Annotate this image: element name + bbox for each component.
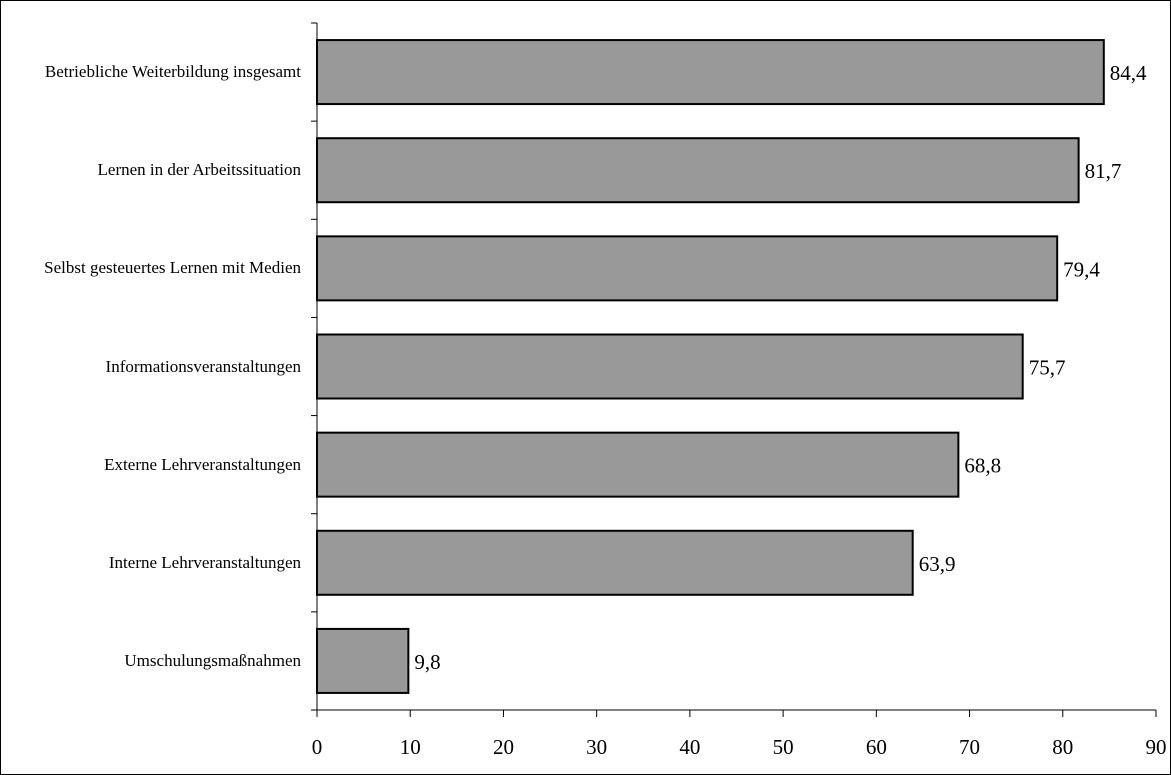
value-label: 81,7 bbox=[1085, 159, 1122, 183]
category-label: Interne Lehrveranstaltungen bbox=[108, 552, 301, 572]
bar bbox=[316, 627, 410, 694]
x-tick-label: 30 bbox=[586, 735, 607, 759]
value-label: 84,4 bbox=[1110, 61, 1147, 85]
x-tick-label: 20 bbox=[493, 735, 514, 759]
x-tick-label: 90 bbox=[1146, 735, 1167, 759]
category-label: Betriebliche Weiterbildung insgesamt bbox=[44, 62, 301, 82]
category-label: Informationsveranstaltungen bbox=[105, 356, 301, 376]
value-label: 63,9 bbox=[919, 552, 956, 576]
bar bbox=[316, 39, 1105, 106]
category-label: Lernen in der Arbeitssituation bbox=[97, 160, 301, 180]
value-label: 9,8 bbox=[414, 650, 440, 674]
x-tick-label: 70 bbox=[959, 735, 980, 759]
category-label: Selbst gesteuertes Lernen mit Medien bbox=[44, 258, 301, 278]
x-tick-label: 0 bbox=[312, 735, 323, 759]
bar bbox=[316, 431, 960, 498]
value-label: 79,4 bbox=[1063, 257, 1100, 281]
x-tick-label: 60 bbox=[866, 735, 887, 759]
x-tick-label: 50 bbox=[773, 735, 794, 759]
x-tick-label: 80 bbox=[1052, 735, 1073, 759]
x-tick-label: 10 bbox=[400, 735, 421, 759]
value-label: 75,7 bbox=[1029, 356, 1066, 380]
bar bbox=[316, 137, 1080, 204]
bar bbox=[316, 333, 1024, 400]
bar bbox=[316, 529, 914, 596]
bar bbox=[316, 235, 1059, 302]
category-label: Externe Lehrveranstaltungen bbox=[104, 454, 301, 474]
category-label: Umschulungsmaßnahmen bbox=[124, 650, 301, 670]
x-tick-label: 40 bbox=[679, 735, 700, 759]
value-label: 68,8 bbox=[964, 454, 1001, 478]
